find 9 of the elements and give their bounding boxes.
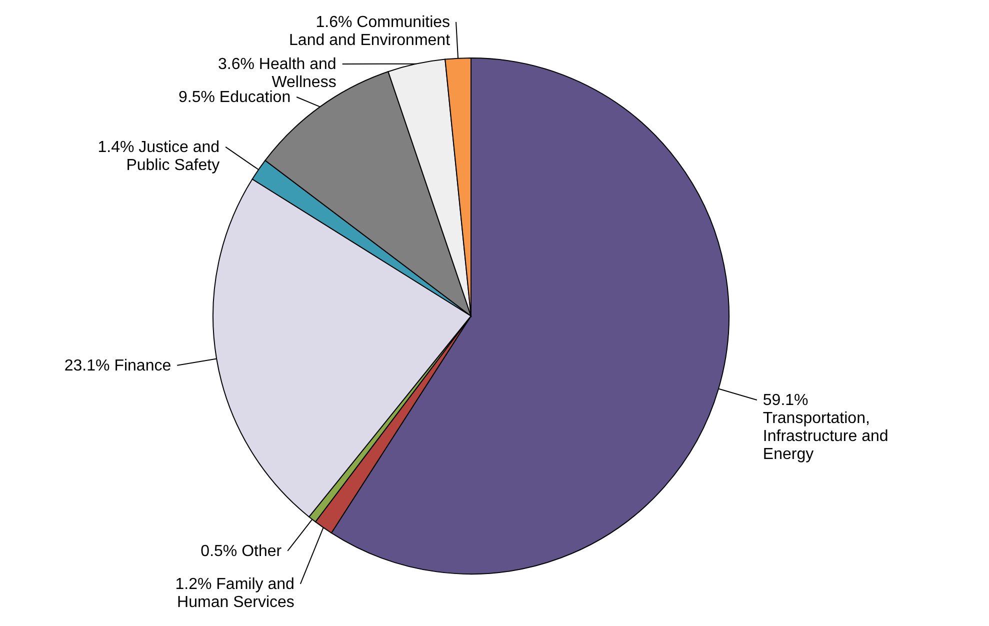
slice-label: 9.5% Education <box>178 89 291 106</box>
slice-label: 0.5% Other <box>200 542 282 560</box>
slice-label: Transportation, Infrastructure and Energy <box>762 410 888 464</box>
slice-label: 1.4% Justice and Public Safety <box>98 138 220 174</box>
slice-label: 1.2% Family and Human Services <box>175 576 294 611</box>
slice-label: 23.1% Finance <box>64 357 172 374</box>
data-label: 59.1% <box>762 392 808 410</box>
slice-label: 1.6% Communities Land and Environment <box>289 14 451 49</box>
slice-label: 3.6% Health and Wellness <box>218 56 336 91</box>
